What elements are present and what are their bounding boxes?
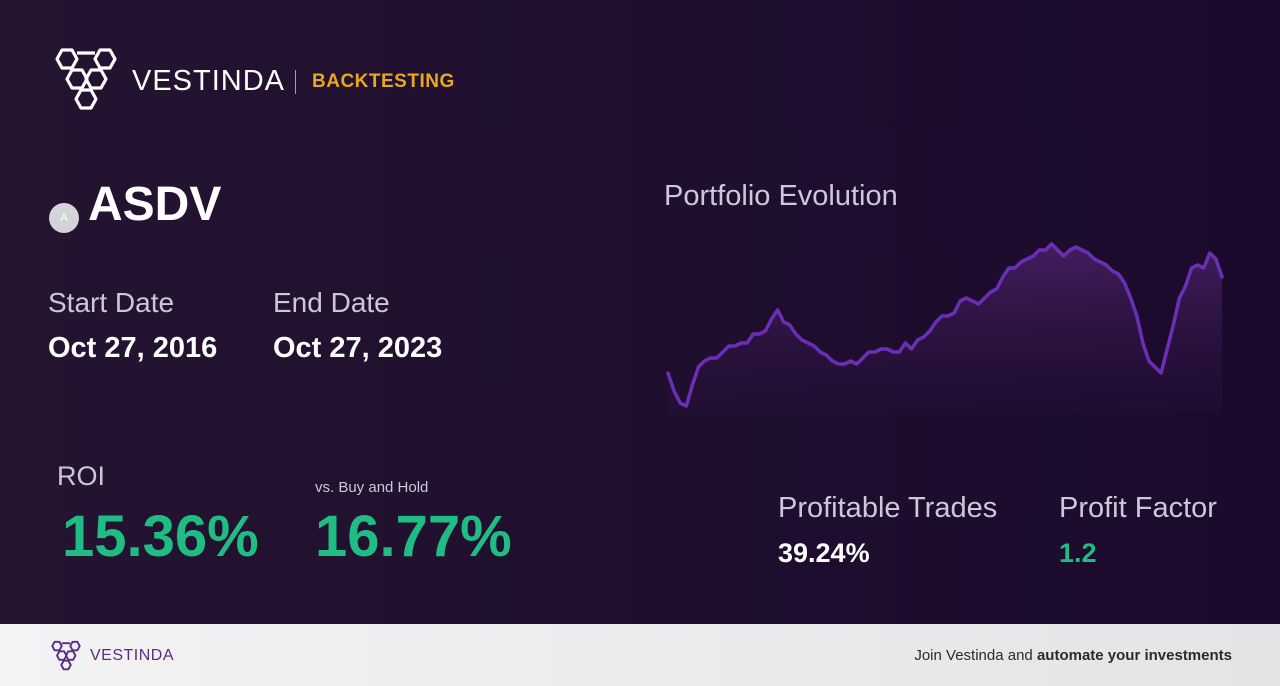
profit-factor-value: 1.2 [1059, 538, 1097, 568]
roi-label: ROI [57, 461, 106, 491]
footer-cta-bold: automate your investments [1036, 647, 1232, 664]
brand-divider [295, 70, 296, 94]
end-date-label: End Date [273, 287, 390, 318]
end-date-value: Oct 27, 2023 [273, 332, 443, 364]
profit-factor-label: Profit Factor [1059, 492, 1217, 524]
ticker-avatar: A [49, 203, 79, 233]
chart-area-fill [668, 244, 1222, 412]
backtest-card: VESTINDA BACKTESTING A ASDV Start Date O… [0, 0, 1280, 624]
roi-value: 15.36% [62, 504, 259, 569]
footer-cta[interactable]: Join Vestinda and automate your investme… [914, 646, 1232, 666]
portfolio-evolution-chart [666, 242, 1224, 412]
footer-hexagon-logo-icon [51, 640, 81, 671]
ticker-symbol: ASDV [88, 178, 222, 231]
buy-hold-value: 16.77% [315, 504, 512, 569]
footer-bar: VESTINDA Join Vestinda and automate your… [0, 624, 1280, 686]
start-date-value: Oct 27, 2016 [48, 332, 218, 364]
section-label: BACKTESTING [312, 71, 455, 92]
buy-hold-label: vs. Buy and Hold [315, 479, 429, 496]
hexagon-cluster-logo-icon [55, 48, 117, 110]
profitable-trades-label: Profitable Trades [778, 492, 998, 524]
start-date-label: Start Date [48, 287, 175, 318]
brand-name: VESTINDA [132, 65, 286, 97]
chart-series-line [666, 242, 1224, 408]
footer-brand-name[interactable]: VESTINDA [90, 647, 175, 664]
chart-title: Portfolio Evolution [664, 180, 898, 212]
profitable-trades-value: 39.24% [778, 538, 870, 568]
footer-cta-prefix: Join Vestinda and [914, 647, 1033, 664]
